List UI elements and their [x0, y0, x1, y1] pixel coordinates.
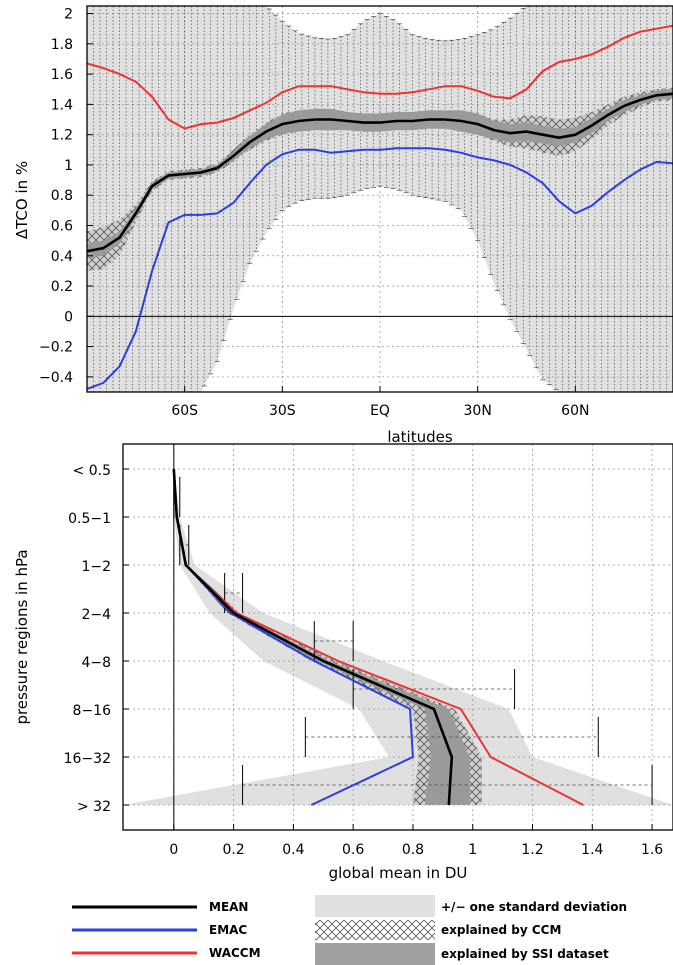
bottom-x-tick-label: 0	[169, 842, 178, 858]
bottom-plot-frame	[122, 443, 673, 831]
top-x-tick-label: 30N	[464, 403, 492, 419]
legend: MEAN EMAC WACCM +/− one standard deviati…	[72, 895, 627, 965]
legend-label-std: +/− one standard deviation	[441, 900, 627, 914]
legend-swatch-std	[315, 895, 435, 917]
legend-swatch-ssi	[315, 943, 435, 965]
bottom-x-tick-label: 0.6	[342, 842, 364, 858]
legend-label-ssi: explained by SSI dataset	[441, 947, 609, 961]
top-std-band-group	[87, 6, 673, 392]
bottom-y-tick-label: < 0.5	[73, 463, 111, 479]
top-y-axis-label: ΔTCO in %	[13, 161, 31, 239]
top-series-line-waccm	[87, 24, 673, 130]
bottom-x-axis-label: global mean in DU	[329, 864, 468, 882]
top-error-bars	[91, 6, 669, 392]
top-x-axis-label: latitudes	[387, 428, 453, 446]
top-series-line-emac	[87, 147, 673, 390]
top-grid	[87, 6, 673, 392]
bottom-y-tick-label: 8−16	[73, 703, 112, 719]
bottom-y-tick-label: 2−4	[81, 607, 111, 623]
top-series-line-mean	[87, 92, 673, 253]
bottom-y-tick-label: 1−2	[81, 559, 111, 575]
legend-label-ccm: explained by CCM	[441, 923, 561, 937]
legend-label-waccm: WACCM	[209, 946, 261, 960]
top-y-tick-label: 0.8	[51, 188, 73, 204]
bottom-std-band-group	[123, 469, 673, 805]
top-y-tick-label: −0.2	[39, 340, 73, 356]
top-x-tick-label: 30S	[269, 403, 296, 419]
bottom-ssi-band	[173, 469, 470, 805]
bottom-error-bars	[173, 477, 653, 805]
bottom-axis-ticks: 0 0.2 0.4 0.6 0.8 1 1.2 1.4 1.6 < 0.5 0.5−1 1−2 2−4 4…	[64, 463, 664, 858]
bottom-x-tick-label: 1.6	[641, 842, 663, 858]
legend-label-mean: MEAN	[209, 900, 248, 914]
top-series-lines	[87, 24, 673, 390]
top-std-band	[87, 6, 673, 392]
top-y-tick-label: 1.2	[51, 128, 73, 144]
legend-label-emac: EMAC	[209, 923, 247, 937]
bottom-ccm-ssi-bands	[173, 469, 482, 805]
bottom-x-tick-label: 0.8	[402, 842, 424, 858]
bottom-y-axis-label: pressure regions in hPa	[13, 549, 31, 724]
bottom-y-tick-label: > 32	[77, 799, 111, 815]
top-x-tick-label: 60S	[171, 403, 198, 419]
bottom-series-line-mean	[172, 468, 454, 806]
bottom-std-band	[123, 469, 673, 805]
bottom-x-tick-label: 1	[468, 842, 477, 858]
legend-swatch-ccm	[315, 920, 435, 940]
top-y-tick-label: 1.4	[51, 97, 73, 113]
top-x-tick-label: 60N	[561, 403, 589, 419]
top-y-tick-label: 2	[64, 7, 73, 23]
bottom-x-tick-label: 1.4	[581, 842, 603, 858]
top-y-tick-label: 0	[64, 309, 73, 325]
top-panel-latitude-profile: −0.4 −0.2 0 0.2 0.4 0.6 0.8 1 1.2 1.4 1.6 1.8 2 60S 30…	[13, 5, 673, 446]
bottom-y-tick-label: 4−8	[81, 655, 111, 671]
top-y-tick-label: 1.6	[51, 67, 73, 83]
bottom-x-tick-label: 0.4	[282, 842, 304, 858]
top-y-tick-label: 1	[64, 158, 73, 174]
bottom-series-lines	[172, 468, 584, 806]
top-x-tick-label: EQ	[370, 403, 390, 419]
top-y-tick-label: 0.6	[51, 218, 73, 234]
top-y-tick-label: −0.4	[39, 370, 73, 386]
top-y-tick-label: 0.4	[51, 249, 73, 265]
bottom-panel-pressure-profile: 0 0.2 0.4 0.6 0.8 1 1.2 1.4 1.6 < 0.5 0.5−1 1−2 2−4 4…	[13, 443, 673, 882]
top-axis-ticks: −0.4 −0.2 0 0.2 0.4 0.6 0.8 1 1.2 1.4 1.6 1.8 2 60S 30…	[39, 7, 589, 419]
top-y-tick-label: 1.8	[51, 37, 73, 53]
bottom-y-tick-label: 16−32	[64, 751, 111, 767]
bottom-x-tick-label: 0.2	[222, 842, 244, 858]
bottom-x-tick-label: 1.2	[521, 842, 543, 858]
bottom-y-tick-label: 0.5−1	[68, 511, 111, 527]
top-y-tick-label: 0.2	[51, 279, 73, 295]
